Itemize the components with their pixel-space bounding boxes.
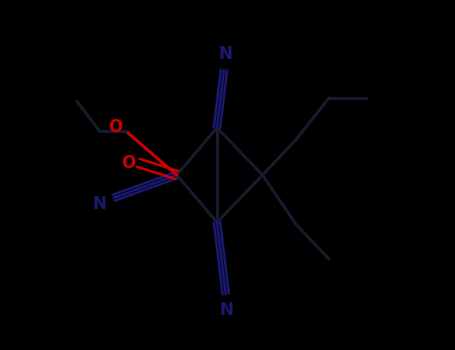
Text: N: N	[219, 45, 233, 63]
Text: N: N	[93, 195, 106, 213]
Text: N: N	[220, 301, 234, 319]
Text: O: O	[121, 154, 135, 172]
Text: O: O	[108, 118, 122, 136]
